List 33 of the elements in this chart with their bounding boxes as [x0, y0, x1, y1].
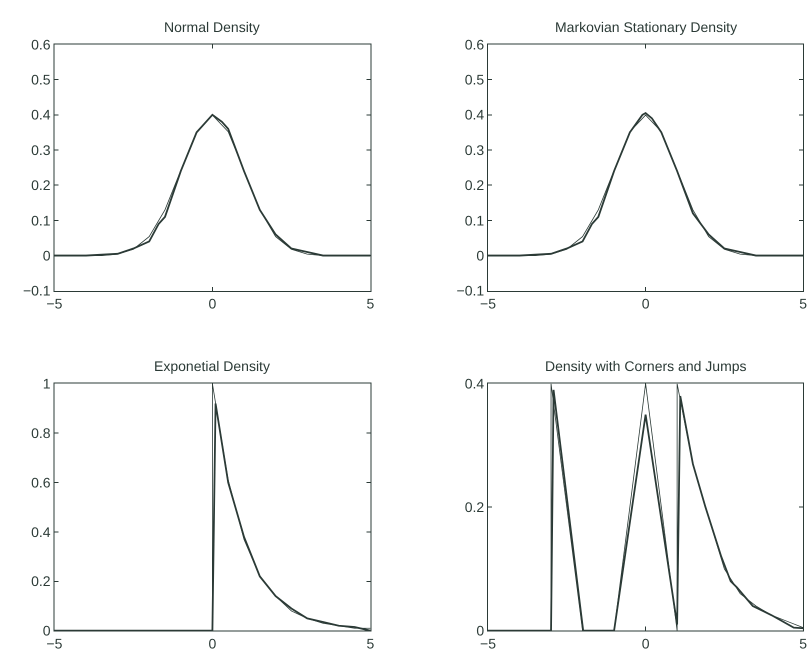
y-tick-label: 0.6 — [31, 474, 51, 490]
x-tick-label: 5 — [366, 636, 374, 652]
y-tick-label: 0.6 — [464, 36, 484, 52]
y-tick-label: 0.4 — [464, 376, 484, 392]
y-tick-label: 0.2 — [31, 177, 51, 194]
y-tick-label: 0.2 — [464, 499, 484, 516]
y-tick-label: 0.3 — [31, 142, 51, 158]
y-tick-label: 0.2 — [464, 177, 484, 194]
y-tick-label: 0.4 — [31, 106, 51, 123]
x-tick-label: 5 — [799, 296, 808, 312]
chart-title: Density with Corners and Jumps — [545, 358, 747, 374]
x-tick-label: 5 — [366, 296, 374, 312]
x-tick-label: 0 — [642, 296, 650, 312]
y-tick-label: 0 — [42, 247, 51, 264]
x-tick-label: 5 — [799, 636, 808, 652]
y-tick-label: 0.1 — [31, 212, 51, 228]
y-tick-label: 0.3 — [464, 142, 484, 158]
y-tick-label: 0 — [476, 247, 484, 264]
x-tick-label: 0 — [208, 636, 216, 652]
y-tick-label: 0.4 — [464, 106, 484, 123]
chart-title: Normal Density — [164, 19, 260, 35]
y-tick-label: 0.1 — [464, 212, 484, 228]
chart-title: Markovian Stationary Density — [555, 19, 738, 35]
y-tick-label: 1 — [42, 376, 51, 392]
x-tick-label: 0 — [208, 296, 216, 312]
chart-title: Exponetial Density — [154, 358, 270, 374]
y-tick-label: 0.6 — [31, 36, 51, 52]
y-tick-label: 0.2 — [31, 573, 51, 590]
y-tick-label: 0.8 — [31, 425, 51, 441]
y-tick-label: 0.4 — [31, 524, 51, 540]
x-tick-label: 0 — [642, 636, 650, 652]
y-tick-label: 0.5 — [31, 71, 51, 88]
y-tick-label: 0.5 — [464, 71, 484, 88]
